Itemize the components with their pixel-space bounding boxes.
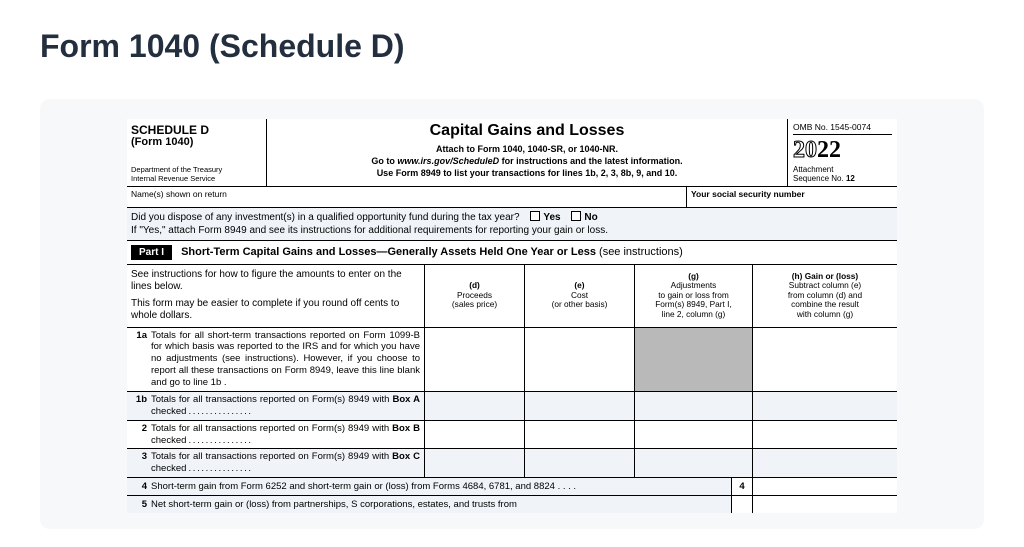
part-note: (see instructions)	[599, 246, 683, 258]
instructions-text: See instructions for how to figure the a…	[127, 265, 425, 327]
part-badge: Part I	[131, 245, 172, 260]
row-2-num: 2	[131, 423, 151, 447]
row-1a-num: 1a	[131, 330, 151, 389]
row-4: 4 Short-term gain from Form 6252 and sho…	[127, 478, 897, 496]
row-4-text: Short-term gain from Form 6252 and short…	[151, 478, 731, 495]
row-3-g[interactable]	[635, 449, 753, 477]
row-1b-e[interactable]	[525, 392, 635, 420]
col-header-e: (e)Cost(or other basis)	[525, 265, 635, 327]
header-middle: Capital Gains and Losses Attach to Form …	[267, 119, 787, 186]
col-header-h: (h) Gain or (loss)Subtract column (e)fro…	[753, 265, 897, 327]
attachment-seq: AttachmentSequence No. 12	[793, 166, 892, 184]
row-2-e[interactable]	[525, 421, 635, 449]
tax-year: 2022	[793, 137, 892, 164]
checkbox-yes[interactable]	[530, 211, 540, 221]
subline-attach: Attach to Form 1040, 1040-SR, or 1040-NR…	[273, 143, 781, 155]
schedule-label: SCHEDULE D	[131, 123, 262, 137]
row-3: 3Totals for all transactions reported on…	[127, 449, 897, 478]
row-5-value[interactable]	[753, 496, 897, 513]
row-1a-g-shaded	[635, 328, 753, 391]
row-3-text: Totals for all transactions reported on …	[151, 451, 420, 475]
form-1040-label: (Form 1040)	[131, 136, 262, 148]
row-1a-h[interactable]	[753, 328, 897, 391]
form-sheet: SCHEDULE D (Form 1040) Department of the…	[127, 119, 897, 513]
form-preview-card: SCHEDULE D (Form 1040) Department of the…	[40, 99, 984, 529]
omb-number: OMB No. 1545-0074	[793, 122, 892, 135]
dept-irs: Internal Revenue Service	[131, 175, 262, 184]
col-header-d: (d)Proceeds(sales price)	[425, 265, 525, 327]
qof-line2: If "Yes," attach Form 8949 and see its i…	[131, 224, 893, 237]
col-header-g: (g)Adjustmentsto gain or loss fromForm(s…	[635, 265, 753, 327]
row-1a: 1aTotals for all short-term transactions…	[127, 328, 897, 392]
page-title: Form 1040 (Schedule D)	[0, 0, 1024, 65]
column-header-row: See instructions for how to figure the a…	[127, 265, 897, 328]
row-3-d[interactable]	[425, 449, 525, 477]
row-1b-d[interactable]	[425, 392, 525, 420]
row-4-num: 4	[127, 478, 151, 495]
row-1b: 1bTotals for all transactions reported o…	[127, 392, 897, 421]
row-1a-d[interactable]	[425, 328, 525, 391]
row-2: 2Totals for all transactions reported on…	[127, 421, 897, 450]
part-title: Short-Term Capital Gains and Losses—Gene…	[181, 246, 599, 258]
row-3-e[interactable]	[525, 449, 635, 477]
row-1b-h[interactable]	[753, 392, 897, 420]
row-5-num: 5	[127, 496, 151, 513]
checkbox-no[interactable]	[571, 211, 581, 221]
header-right: OMB No. 1545-0074 2022 AttachmentSequenc…	[787, 119, 897, 186]
row-2-d[interactable]	[425, 421, 525, 449]
no-label: No	[584, 212, 597, 223]
row-5-text: Net short-term gain or (loss) from partn…	[151, 496, 731, 513]
row-4-value[interactable]	[753, 478, 897, 495]
row-1b-g[interactable]	[635, 392, 753, 420]
row-2-g[interactable]	[635, 421, 753, 449]
subline-8949: Use Form 8949 to list your transactions …	[273, 167, 781, 179]
row-3-h[interactable]	[753, 449, 897, 477]
row-1a-e[interactable]	[525, 328, 635, 391]
row-1a-text: Totals for all short-term transactions r…	[151, 330, 420, 389]
form-title: Capital Gains and Losses	[273, 122, 781, 140]
row-4-boxnum: 4	[731, 478, 753, 495]
ssn-label: Your social security number	[687, 187, 897, 207]
qof-line1: Did you dispose of any investment(s) in …	[131, 212, 520, 223]
part-i-header: Part I Short-Term Capital Gains and Loss…	[127, 241, 897, 265]
row-5: 5 Net short-term gain or (loss) from par…	[127, 496, 897, 513]
subline-url: Go to www.irs.gov/ScheduleD for instruct…	[273, 155, 781, 167]
form-header: SCHEDULE D (Form 1040) Department of the…	[127, 119, 897, 187]
row-1b-text: Totals for all transactions reported on …	[151, 394, 420, 418]
row-3-num: 3	[131, 451, 151, 475]
row-5-boxnum	[731, 496, 753, 513]
names-shown-label: Name(s) shown on return	[127, 187, 687, 207]
header-left: SCHEDULE D (Form 1040) Department of the…	[127, 119, 267, 186]
row-2-text: Totals for all transactions reported on …	[151, 423, 420, 447]
row-2-h[interactable]	[753, 421, 897, 449]
qof-question: Did you dispose of any investment(s) in …	[127, 208, 897, 241]
yes-label: Yes	[543, 212, 560, 223]
row-1b-num: 1b	[131, 394, 151, 418]
name-ssn-row: Name(s) shown on return Your social secu…	[127, 187, 897, 208]
